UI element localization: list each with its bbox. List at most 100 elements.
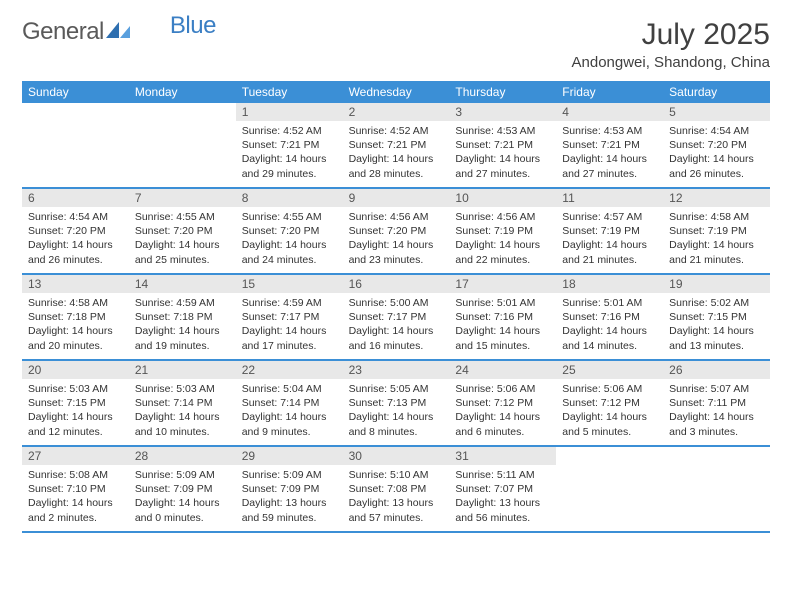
weeks-container: 1Sunrise: 4:52 AMSunset: 7:21 PMDaylight… <box>22 103 770 533</box>
daylight-line: Daylight: 14 hours and 14 minutes. <box>562 324 657 352</box>
daylight-line: Daylight: 14 hours and 13 minutes. <box>669 324 764 352</box>
daylight-line: Daylight: 14 hours and 12 minutes. <box>28 410 123 438</box>
daylight-line: Daylight: 14 hours and 5 minutes. <box>562 410 657 438</box>
day-body: Sunrise: 5:10 AMSunset: 7:08 PMDaylight:… <box>343 465 450 531</box>
day-number: 10 <box>449 189 556 207</box>
daylight-line: Daylight: 14 hours and 3 minutes. <box>669 410 764 438</box>
day-cell: 13Sunrise: 4:58 AMSunset: 7:18 PMDayligh… <box>22 275 129 359</box>
sunrise-line: Sunrise: 5:06 AM <box>455 382 550 396</box>
sunset-line: Sunset: 7:12 PM <box>562 396 657 410</box>
day-number: 26 <box>663 361 770 379</box>
sunset-line: Sunset: 7:15 PM <box>669 310 764 324</box>
day-cell: 1Sunrise: 4:52 AMSunset: 7:21 PMDaylight… <box>236 103 343 187</box>
logo-text-blue: Blue <box>170 12 216 40</box>
month-title: July 2025 <box>572 18 771 52</box>
daylight-line: Daylight: 14 hours and 26 minutes. <box>669 152 764 180</box>
sunset-line: Sunset: 7:11 PM <box>669 396 764 410</box>
sunset-line: Sunset: 7:20 PM <box>669 138 764 152</box>
title-block: July 2025 Andongwei, Shandong, China <box>572 18 771 71</box>
day-cell: 25Sunrise: 5:06 AMSunset: 7:12 PMDayligh… <box>556 361 663 445</box>
day-of-week-cell: Friday <box>556 81 663 103</box>
day-cell: 21Sunrise: 5:03 AMSunset: 7:14 PMDayligh… <box>129 361 236 445</box>
day-cell: 10Sunrise: 4:56 AMSunset: 7:19 PMDayligh… <box>449 189 556 273</box>
logo-text-general: General <box>22 18 104 46</box>
day-number: 3 <box>449 103 556 121</box>
day-cell <box>129 103 236 187</box>
sunset-line: Sunset: 7:10 PM <box>28 482 123 496</box>
day-body: Sunrise: 5:09 AMSunset: 7:09 PMDaylight:… <box>129 465 236 531</box>
sunrise-line: Sunrise: 4:54 AM <box>669 124 764 138</box>
day-body: Sunrise: 4:52 AMSunset: 7:21 PMDaylight:… <box>343 121 450 187</box>
sunset-line: Sunset: 7:17 PM <box>349 310 444 324</box>
day-of-week-cell: Wednesday <box>343 81 450 103</box>
daylight-line: Daylight: 14 hours and 19 minutes. <box>135 324 230 352</box>
sunrise-line: Sunrise: 4:59 AM <box>135 296 230 310</box>
day-body: Sunrise: 5:08 AMSunset: 7:10 PMDaylight:… <box>22 465 129 531</box>
sunset-line: Sunset: 7:20 PM <box>28 224 123 238</box>
day-cell: 5 Sunrise: 4:54 AMSunset: 7:20 PMDaylight… <box>663 103 770 187</box>
sunrise-line: Sunrise: 4:58 AM <box>28 296 123 310</box>
sunrise-line: Sunrise: 4:56 AM <box>455 210 550 224</box>
day-cell: 27Sunrise: 5:08 AMSunset: 7:10 PMDayligh… <box>22 447 129 531</box>
day-number: 29 <box>236 447 343 465</box>
sunset-line: Sunset: 7:18 PM <box>28 310 123 324</box>
day-body: Sunrise: 5:01 AMSunset: 7:16 PMDaylight:… <box>556 293 663 359</box>
day-of-week-cell: Thursday <box>449 81 556 103</box>
day-number: 11 <box>556 189 663 207</box>
daylight-line: Daylight: 14 hours and 10 minutes. <box>135 410 230 438</box>
sunset-line: Sunset: 7:20 PM <box>242 224 337 238</box>
day-number: 6 <box>22 189 129 207</box>
day-of-week-cell: Sunday <box>22 81 129 103</box>
day-number: 17 <box>449 275 556 293</box>
day-cell: 3Sunrise: 4:53 AMSunset: 7:21 PMDaylight… <box>449 103 556 187</box>
day-body: Sunrise: 4:55 AMSunset: 7:20 PMDaylight:… <box>236 207 343 273</box>
sunrise-line: Sunrise: 5:00 AM <box>349 296 444 310</box>
day-number: 30 <box>343 447 450 465</box>
sunrise-line: Sunrise: 4:52 AM <box>242 124 337 138</box>
day-number: 28 <box>129 447 236 465</box>
daylight-line: Daylight: 14 hours and 15 minutes. <box>455 324 550 352</box>
sunset-line: Sunset: 7:16 PM <box>562 310 657 324</box>
sunset-line: Sunset: 7:17 PM <box>242 310 337 324</box>
day-cell: 20Sunrise: 5:03 AMSunset: 7:15 PMDayligh… <box>22 361 129 445</box>
day-cell: 9Sunrise: 4:56 AMSunset: 7:20 PMDaylight… <box>343 189 450 273</box>
daylight-line: Daylight: 14 hours and 21 minutes. <box>669 238 764 266</box>
day-number: 20 <box>22 361 129 379</box>
sunset-line: Sunset: 7:09 PM <box>242 482 337 496</box>
daylight-line: Daylight: 14 hours and 28 minutes. <box>349 152 444 180</box>
day-body: Sunrise: 4:58 AMSunset: 7:18 PMDaylight:… <box>22 293 129 359</box>
day-number: 24 <box>449 361 556 379</box>
day-body: Sunrise: 5:00 AMSunset: 7:17 PMDaylight:… <box>343 293 450 359</box>
day-of-week-cell: Tuesday <box>236 81 343 103</box>
day-body: Sunrise: 4:59 AMSunset: 7:18 PMDaylight:… <box>129 293 236 359</box>
week-row: 13Sunrise: 4:58 AMSunset: 7:18 PMDayligh… <box>22 275 770 361</box>
day-number: 2 <box>343 103 450 121</box>
day-number: 5 <box>663 103 770 121</box>
week-row: 20Sunrise: 5:03 AMSunset: 7:15 PMDayligh… <box>22 361 770 447</box>
day-cell: 29Sunrise: 5:09 AMSunset: 7:09 PMDayligh… <box>236 447 343 531</box>
day-body: Sunrise: 5:09 AMSunset: 7:09 PMDaylight:… <box>236 465 343 531</box>
daylight-line: Daylight: 14 hours and 6 minutes. <box>455 410 550 438</box>
sunrise-line: Sunrise: 5:11 AM <box>455 468 550 482</box>
day-number: 7 <box>129 189 236 207</box>
sunset-line: Sunset: 7:12 PM <box>455 396 550 410</box>
daylight-line: Daylight: 14 hours and 21 minutes. <box>562 238 657 266</box>
day-body: Sunrise: 4:56 AMSunset: 7:20 PMDaylight:… <box>343 207 450 273</box>
sunrise-line: Sunrise: 4:52 AM <box>349 124 444 138</box>
day-body: Sunrise: 5:04 AMSunset: 7:14 PMDaylight:… <box>236 379 343 445</box>
day-cell <box>556 447 663 531</box>
day-cell: 15Sunrise: 4:59 AMSunset: 7:17 PMDayligh… <box>236 275 343 359</box>
daylight-line: Daylight: 14 hours and 24 minutes. <box>242 238 337 266</box>
logo-sail-icon <box>106 20 132 45</box>
sunrise-line: Sunrise: 4:55 AM <box>135 210 230 224</box>
day-cell: 22Sunrise: 5:04 AMSunset: 7:14 PMDayligh… <box>236 361 343 445</box>
day-number <box>663 447 770 451</box>
day-body: Sunrise: 4:57 AMSunset: 7:19 PMDaylight:… <box>556 207 663 273</box>
daylight-line: Daylight: 14 hours and 17 minutes. <box>242 324 337 352</box>
sunrise-line: Sunrise: 4:53 AM <box>562 124 657 138</box>
sunset-line: Sunset: 7:21 PM <box>349 138 444 152</box>
sunset-line: Sunset: 7:19 PM <box>562 224 657 238</box>
daylight-line: Daylight: 14 hours and 27 minutes. <box>455 152 550 180</box>
day-cell: 16Sunrise: 5:00 AMSunset: 7:17 PMDayligh… <box>343 275 450 359</box>
sunrise-line: Sunrise: 4:53 AM <box>455 124 550 138</box>
